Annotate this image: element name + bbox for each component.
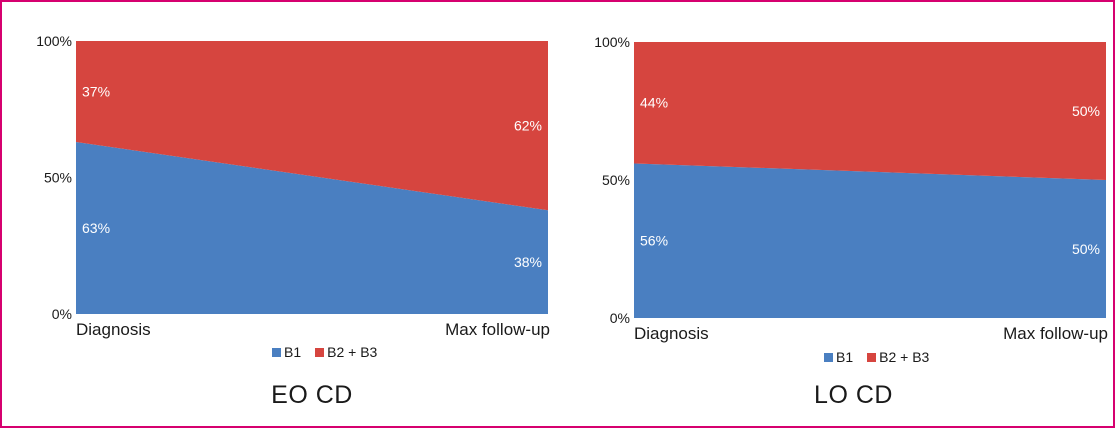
data-label-b1-max-follow-up: 38% bbox=[514, 254, 542, 270]
legend-label-b2-b3: B2 + B3 bbox=[879, 349, 930, 365]
data-label-b2-b3-diagnosis: 44% bbox=[640, 95, 668, 111]
area-chart-lo-cd: 56% 50% 44% 50% 0% 50% 100% Diagnosis Max follow… bbox=[594, 34, 1108, 343]
y-tick-label-100: 100% bbox=[594, 34, 630, 50]
legend-swatch-b1 bbox=[272, 347, 281, 357]
chart-title: LO CD bbox=[814, 381, 893, 409]
area-b1 bbox=[634, 163, 1106, 318]
y-tick-label-0: 0% bbox=[52, 306, 72, 322]
x-category-label-diagnosis: Diagnosis bbox=[76, 320, 151, 339]
legend-label-b1: B1 bbox=[284, 344, 302, 360]
data-label-b1-diagnosis: 56% bbox=[640, 233, 668, 249]
legend-item-b1: B1 bbox=[824, 349, 853, 365]
y-tick-label-50: 50% bbox=[602, 172, 630, 188]
area-b2-b3 bbox=[634, 42, 1106, 180]
data-label-b2-b3-diagnosis: 37% bbox=[82, 84, 110, 100]
legend-swatch-b2-b3 bbox=[867, 352, 877, 362]
x-category-label-max-follow-up: Max follow-up bbox=[1003, 324, 1108, 343]
data-label-b1-max-follow-up: 50% bbox=[1072, 241, 1100, 257]
chart-panel-lo-cd: 56% 50% 44% 50% 0% 50% 100% Diagnosis Max follow… bbox=[562, 2, 1113, 426]
legend-item-b1: B1 bbox=[272, 344, 301, 360]
x-category-label-max-follow-up: Max follow-up bbox=[445, 320, 550, 339]
y-tick-label-100: 100% bbox=[36, 33, 72, 49]
chart-title: EO CD bbox=[271, 381, 353, 409]
y-tick-label-50: 50% bbox=[44, 170, 72, 186]
data-label-b2-b3-max-follow-up: 62% bbox=[514, 118, 542, 134]
data-label-b1-diagnosis: 63% bbox=[82, 220, 110, 236]
legend-swatch-b1 bbox=[824, 352, 833, 362]
x-category-label-diagnosis: Diagnosis bbox=[634, 324, 709, 343]
legend-item-b2-b3: B2 + B3 bbox=[315, 344, 377, 360]
y-tick-label-0: 0% bbox=[610, 310, 630, 326]
area-chart-eo-cd: 63% 38% 37% 62% 0% 50% 100% Diagnosis Max follow… bbox=[36, 33, 550, 339]
data-label-b2-b3-max-follow-up: 50% bbox=[1072, 103, 1100, 119]
chart-legend: B1 B2 + B3 bbox=[824, 349, 929, 365]
legend-item-b2-b3: B2 + B3 bbox=[867, 349, 929, 365]
legend-swatch-b2-b3 bbox=[315, 347, 325, 357]
chart-legend: B1 B2 + B3 bbox=[272, 344, 377, 360]
chart-panel-eo-cd: 63% 38% 37% 62% 0% 50% 100% Diagnosis Max follow… bbox=[2, 2, 562, 426]
area-b2-b3 bbox=[76, 41, 548, 211]
legend-label-b1: B1 bbox=[836, 349, 854, 365]
area-b1 bbox=[76, 142, 548, 314]
legend-label-b2-b3: B2 + B3 bbox=[327, 344, 378, 360]
